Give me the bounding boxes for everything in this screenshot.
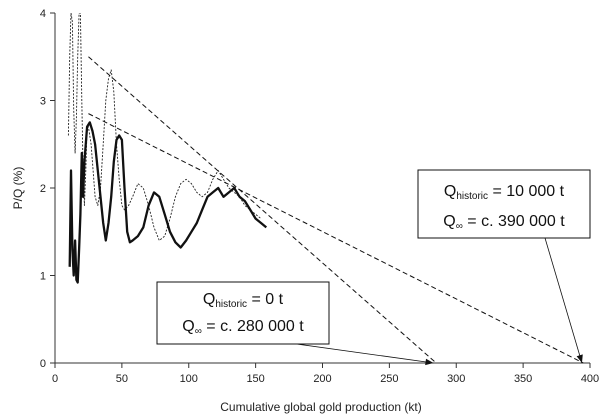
plot-area [67,13,268,284]
annotation-total-text-1: Q∞ = c. 280 000 t [182,318,304,337]
axes: 0 50 100 150 200 250 300 350 400 0 1 2 3 4 [40,8,599,385]
annotation-arrowhead-2 [576,354,583,363]
y-tick-label: 0 [40,358,46,370]
y-tick-label: 3 [40,96,46,108]
annotation-arrowhead-1 [425,358,434,366]
annotation-arrow-2 [544,237,583,364]
x-axis-title: Cumulative global gold production (kt) [220,400,421,414]
x-tick-label: 50 [116,373,128,385]
annotation-total-text-2: Q∞ = c. 390 000 t [443,213,565,232]
projection-line-2 [88,113,584,364]
x-tick-label: 150 [246,373,264,385]
x-tick-label: 400 [581,373,599,385]
series-line-1 [67,13,262,241]
annotation-historic-text-2: Qhistoric = 10 000 t [444,183,565,202]
annotation-box-1 [156,281,330,345]
annotation-historic-text-1: Qhistoric = 0 t [203,291,284,310]
annotations: Qhistoric = 0 t Q∞ = c. 280 000 t Qhistori… [88,56,591,366]
projection-line-1 [88,56,437,364]
x-tick-label: 200 [313,373,331,385]
y-tick-label: 2 [40,183,46,195]
x-tick-label: 300 [447,373,465,385]
y-axis-title: P/Q (%) [11,167,25,210]
y-tick-label: 1 [40,271,46,283]
x-tick-label: 0 [52,373,58,385]
y-tick-label: 4 [40,8,46,20]
x-tick-label: 100 [180,373,198,385]
annotation-box-2 [417,169,591,239]
x-tick-label: 250 [380,373,398,385]
x-tick-label: 350 [514,373,532,385]
series-line-2 [68,121,268,284]
